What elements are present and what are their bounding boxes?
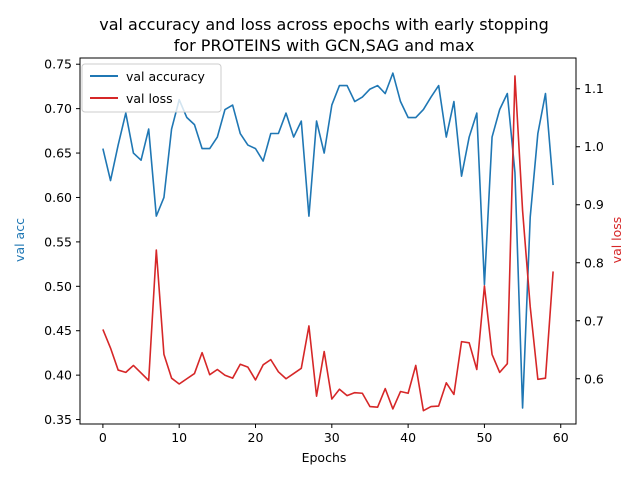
y-left-tick-label: 0.70	[44, 101, 72, 116]
y-left-axis-label: val acc	[12, 218, 27, 262]
y-right-tick-label: 0.7	[584, 313, 604, 328]
y-right-tick-label: 1.1	[584, 81, 604, 96]
series-line-val-accuracy	[102, 72, 554, 409]
y-right-axis-label: val loss	[609, 217, 624, 264]
legend: val accuracy val loss	[81, 63, 222, 113]
plot-lines	[102, 72, 554, 412]
x-tick-label: 40	[400, 430, 416, 445]
axes-frame	[79, 57, 577, 425]
y-left-tick-label: 0.40	[44, 368, 72, 383]
y-left-tick-label: 0.65	[44, 146, 72, 161]
chart-title-line2: for PROTEINS with GCN,SAG and max	[174, 36, 475, 55]
x-tick-label: 10	[171, 430, 187, 445]
y-left-tick-label: 0.45	[44, 323, 72, 338]
y-left-axis-ticks: 0.35 0.40 0.45 0.50 0.55 0.60 0.65 0.70 0.75	[44, 57, 80, 427]
x-axis-label: Epochs	[302, 450, 347, 465]
y-right-tick-label: 0.9	[584, 197, 604, 212]
y-right-tick-label: 1.0	[584, 139, 604, 154]
legend-label-val-accuracy: val accuracy	[126, 69, 206, 84]
x-axis-ticks: 0 10 20 30 40 50 60	[99, 424, 569, 445]
plot-frame	[79, 57, 577, 425]
y-right-tick-label: 0.8	[584, 255, 604, 270]
x-tick-label: 20	[248, 430, 264, 445]
y-left-tick-label: 0.50	[44, 279, 72, 294]
y-right-axis-ticks: 0.6 0.7 0.8 0.9 1.0 1.1	[576, 81, 604, 386]
y-left-tick-label: 0.60	[44, 190, 72, 205]
y-right-tick-label: 0.6	[584, 371, 604, 386]
y-left-tick-label: 0.35	[44, 412, 72, 427]
x-tick-label: 60	[553, 430, 569, 445]
x-tick-label: 0	[99, 430, 107, 445]
x-tick-label: 30	[324, 430, 340, 445]
y-left-tick-label: 0.55	[44, 234, 72, 249]
x-tick-label: 50	[476, 430, 492, 445]
legend-label-val-loss: val loss	[126, 91, 173, 106]
chart-title-line1: val accuracy and loss across epochs with…	[99, 15, 549, 34]
series-line-val-loss	[102, 75, 554, 412]
y-left-tick-label: 0.75	[44, 57, 72, 72]
